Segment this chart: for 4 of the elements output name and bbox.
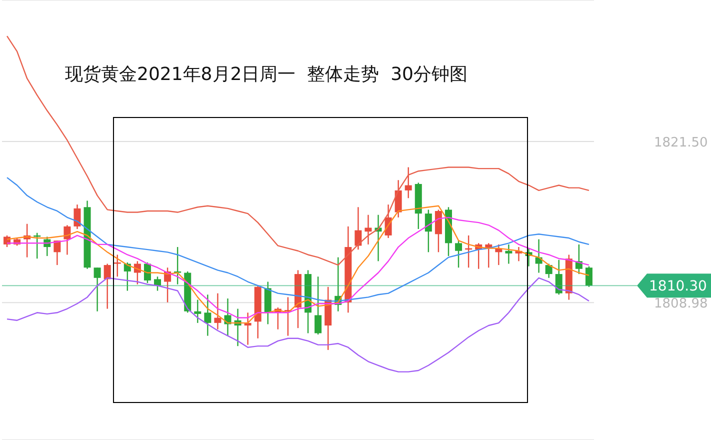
text: 现货黄金2021年8月2日周一 整体走势 30分钟图 — [65, 63, 468, 86]
y-tick-label: 1808.98 — [654, 296, 708, 312]
ref-line-label: 1810.30 — [649, 278, 707, 295]
y-tick-label: 1821.50 — [654, 136, 708, 151]
